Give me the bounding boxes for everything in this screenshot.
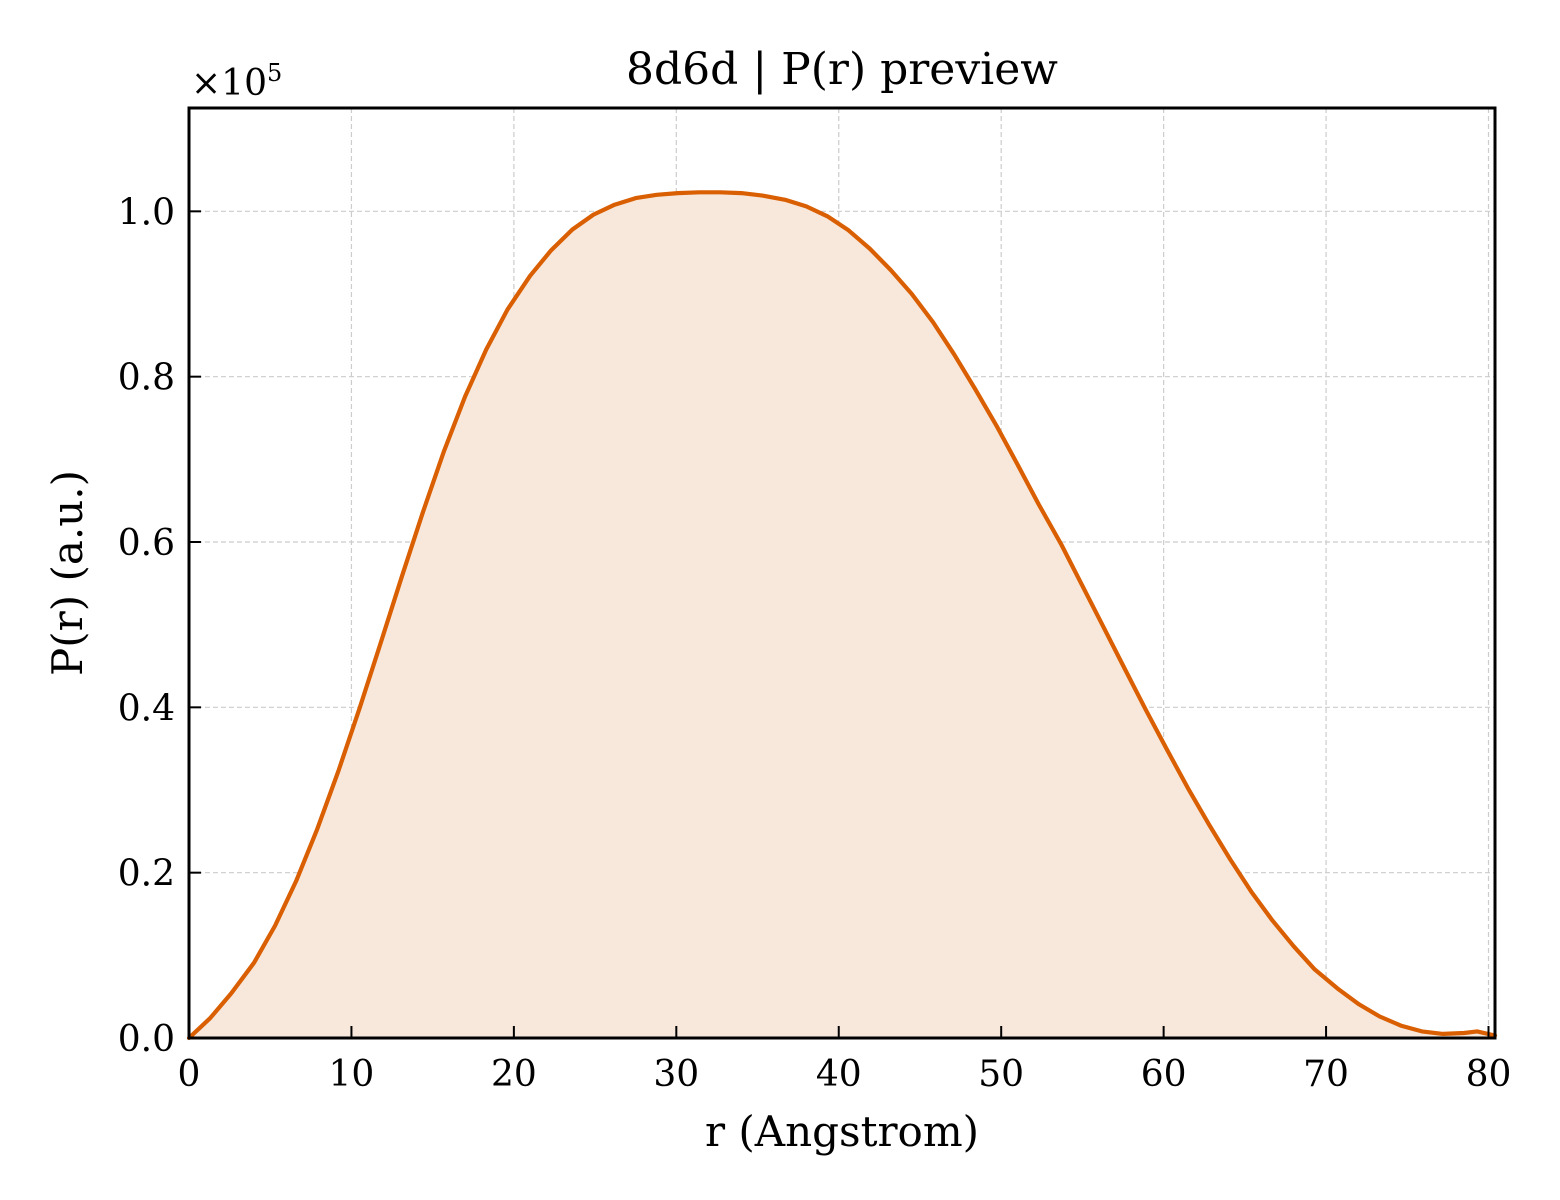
data-point — [252, 961, 256, 965]
data-point — [994, 423, 998, 427]
data-point — [484, 347, 488, 351]
axis-ticks — [188, 210, 1490, 1039]
data-point — [1475, 1029, 1479, 1033]
x-tick-label: 0 — [178, 1054, 201, 1095]
data-point — [910, 292, 914, 296]
data-point — [868, 246, 872, 251]
data-point — [1207, 823, 1211, 827]
data-point — [676, 191, 680, 195]
data-point — [973, 387, 977, 391]
data-point — [1080, 584, 1084, 588]
data-point — [1165, 747, 1169, 752]
data-point — [1378, 1014, 1382, 1019]
data-point — [549, 248, 553, 252]
data-point — [1292, 944, 1296, 948]
data-point — [1399, 1024, 1403, 1028]
data-point — [846, 228, 851, 232]
data-point — [931, 320, 935, 324]
data-point — [336, 769, 340, 773]
plot-frame — [187, 106, 1497, 1040]
data-point — [1249, 890, 1253, 894]
y-tick-label: 1.0 — [118, 192, 175, 233]
data-point — [208, 1016, 212, 1020]
x-axis-label: r (Angstrom) — [705, 1107, 979, 1156]
y-scale-base: ×10 — [191, 63, 267, 104]
data-point — [760, 194, 765, 198]
y-scale-exponent: 5 — [267, 59, 282, 87]
data-point — [229, 991, 233, 996]
data-point — [1144, 708, 1148, 712]
data-point — [613, 203, 617, 207]
x-tick-label: 60 — [1141, 1054, 1187, 1095]
tick-labels: 0 10 20 30 40 50 60 70 80 0.0 0.2 0.4 0.6 0.8 1.0 — [118, 192, 1512, 1095]
data-point — [655, 193, 659, 197]
data-point — [804, 204, 808, 208]
data-point — [505, 308, 509, 312]
data-point — [421, 510, 425, 514]
data-point — [1059, 542, 1063, 547]
data-point — [1420, 1029, 1424, 1033]
y-tick-label: 0.4 — [118, 688, 175, 729]
data-point — [358, 706, 362, 710]
data-point — [379, 641, 383, 645]
data-point — [294, 879, 298, 883]
data-point — [697, 190, 701, 194]
data-point — [783, 198, 787, 202]
data-point — [463, 394, 467, 399]
y-tick-label: 0.0 — [118, 1019, 175, 1060]
y-tick-label: 0.2 — [118, 854, 175, 895]
data-point — [952, 352, 956, 356]
data-point — [400, 575, 404, 579]
data-point — [570, 227, 575, 232]
chart-title: 8d6d | P(r) preview — [626, 44, 1058, 95]
y-tick-label: 0.8 — [118, 358, 175, 399]
data-point — [1357, 1002, 1361, 1006]
data-points — [187, 190, 1497, 1040]
data-point — [1313, 967, 1317, 972]
x-tick-label: 40 — [816, 1054, 862, 1095]
data-point — [825, 214, 830, 218]
y-tick-label: 0.6 — [118, 523, 175, 564]
data-point — [1036, 502, 1041, 506]
y-scale-factor: ×105 — [191, 59, 282, 104]
data-point — [1015, 462, 1020, 466]
data-point — [591, 213, 596, 217]
data-point — [1228, 857, 1232, 862]
data-point — [1186, 786, 1190, 790]
data-point — [889, 268, 893, 272]
data-point — [1335, 986, 1339, 991]
data-point — [528, 274, 532, 278]
x-tick-label: 70 — [1303, 1054, 1349, 1095]
data-point — [442, 449, 446, 453]
data-point — [1462, 1031, 1466, 1035]
data-point — [315, 827, 319, 831]
data-point — [1441, 1032, 1445, 1036]
x-tick-label: 80 — [1466, 1054, 1512, 1095]
data-point — [1101, 625, 1106, 629]
x-tick-label: 50 — [978, 1054, 1024, 1095]
data-point — [718, 190, 722, 194]
x-tick-label: 10 — [329, 1054, 375, 1095]
data-point — [1123, 666, 1127, 671]
area-fill — [189, 192, 1495, 1039]
y-axis-label: P(r) (a.u.) — [43, 470, 92, 676]
data-point — [739, 191, 743, 195]
x-tick-label: 20 — [491, 1054, 537, 1095]
data-point — [273, 924, 277, 928]
x-tick-label: 30 — [653, 1054, 699, 1095]
data-point — [634, 196, 638, 200]
data-point — [1270, 919, 1275, 923]
